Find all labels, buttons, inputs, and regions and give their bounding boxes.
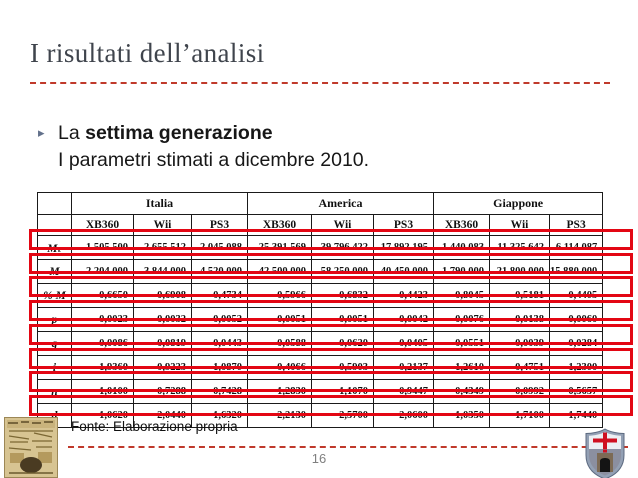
red-highlight-rect: [29, 252, 633, 274]
bullet-text: La settima generazione I parametri stima…: [58, 120, 369, 174]
bullet-line-2: I parametri stimati a dicembre 2010.: [58, 149, 370, 171]
red-highlight-rect: [29, 394, 633, 416]
footer-divider-dashed: [68, 446, 628, 448]
red-highlight-rect: [29, 276, 633, 298]
bullet-arrow-icon: ▸: [38, 125, 45, 140]
bullet-line-1: La settima generazione: [58, 120, 369, 147]
footer-source-text: Fonte: Elaborazione propria: [71, 419, 238, 434]
bullet-line-1-prefix: La: [58, 122, 86, 144]
red-highlight-rect: [29, 229, 633, 250]
slide-title: I risultati dell’analisi: [30, 38, 265, 68]
university-crest-logo: [585, 428, 625, 478]
red-cross-icon: [593, 432, 617, 449]
red-highlight-rect: [29, 347, 633, 369]
red-highlight-rect: [29, 323, 633, 345]
title-underline-dashed: [30, 82, 610, 84]
red-highlight-rect: [29, 300, 633, 322]
table-group-header: America: [247, 192, 434, 215]
crest-gate-doorway: [600, 458, 610, 472]
table-group-header: Giappone: [432, 192, 604, 215]
ancient-map-image: [4, 417, 58, 478]
page-number: 16: [311, 451, 327, 466]
table-corner-cell: [37, 192, 72, 215]
red-highlight-rect: [29, 371, 633, 393]
bullet-line-1-bold: settima generazione: [85, 122, 273, 144]
table-group-header: Italia: [71, 192, 248, 215]
bullet-block: ▸ La settima generazione I parametri sti…: [38, 120, 369, 174]
